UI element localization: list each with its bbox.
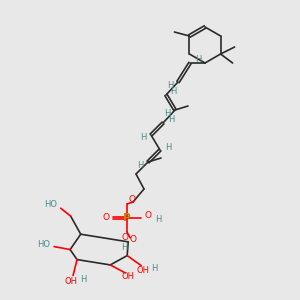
Text: H: H — [167, 80, 173, 89]
Text: O: O — [103, 214, 110, 223]
Text: HO: HO — [38, 240, 51, 249]
Text: O: O — [122, 233, 128, 242]
Text: H: H — [121, 243, 128, 252]
Text: H: H — [170, 88, 176, 97]
Text: H: H — [80, 275, 86, 284]
Text: H: H — [164, 109, 170, 118]
Text: O: O — [128, 196, 136, 205]
Text: H: H — [168, 116, 174, 124]
Text: H: H — [151, 264, 158, 273]
Text: OH: OH — [64, 277, 77, 286]
Text: H: H — [140, 134, 146, 142]
Text: H: H — [155, 214, 161, 224]
Text: P: P — [123, 213, 131, 223]
Text: H: H — [137, 160, 143, 169]
Text: O: O — [145, 212, 152, 220]
Text: H: H — [165, 142, 171, 152]
Text: O: O — [130, 235, 137, 244]
Text: H: H — [195, 56, 201, 64]
Text: OH: OH — [122, 272, 135, 281]
Text: HO: HO — [44, 200, 57, 209]
Text: OH: OH — [137, 266, 150, 275]
